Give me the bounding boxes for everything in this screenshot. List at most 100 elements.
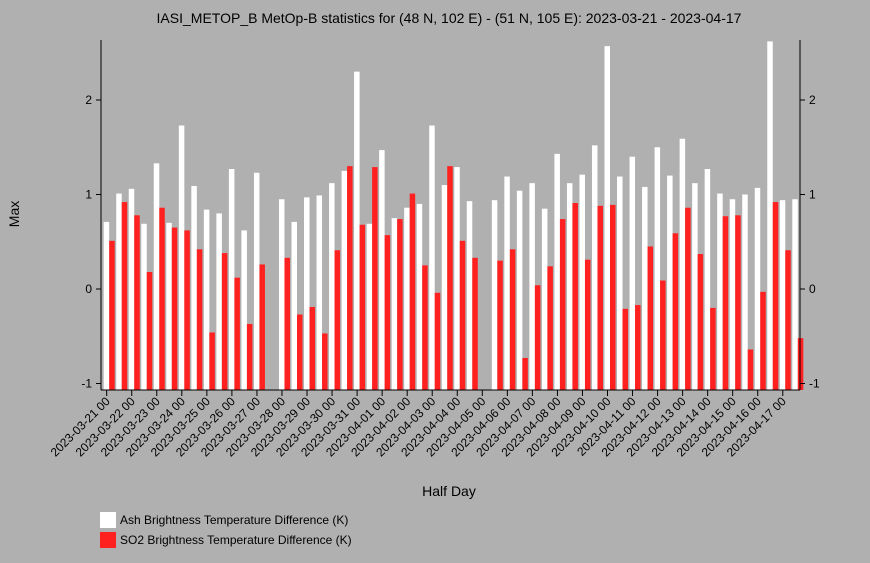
bar-so2-1 [121,202,128,390]
bar-so2-9 [221,253,228,390]
bar-so2-39 [597,205,603,390]
bar-so2-27 [447,166,453,390]
bar-so2-2 [134,215,140,390]
bar-ash-36 [554,153,560,390]
legend-label-ash: Ash Brightness Temperature Difference (K… [120,513,349,527]
bar-ash-0 [103,221,110,390]
bar-ash-31 [491,200,498,390]
bar-ash-44 [654,147,661,390]
bar-ash-42 [629,156,636,390]
bar-ash-22 [379,150,385,390]
bar-so2-53 [772,202,779,390]
bar-ash-12 [253,172,260,390]
bar-ash-26 [429,125,435,391]
bar-ash-1 [116,193,122,390]
bar-so2-36 [559,219,566,390]
bar-so2-38 [584,259,591,390]
bar-so2-8 [209,332,215,390]
bar-ash-48 [704,168,711,390]
bar-so2-43 [647,246,654,390]
bar-so2-31 [497,260,503,390]
bar-ash-39 [591,145,598,390]
y-axis-label: Max [6,201,22,227]
bar-so2-7 [196,249,203,390]
bar-ash-46 [679,138,686,390]
bar-ash-50 [729,199,736,390]
bar-ash-45 [667,175,673,390]
bar-so2-6 [184,230,190,390]
bar-ash-18 [329,183,335,390]
bar-so2-4 [159,207,165,390]
bar-so2-49 [722,216,729,390]
bar-ash-37 [566,183,573,390]
bar-ash-3 [141,223,147,390]
bar-so2-45 [672,233,679,390]
bar-so2-51 [747,349,754,390]
bar-so2-19 [347,166,353,390]
bar-ash-2 [128,188,135,390]
bar-ash-15 [291,221,297,390]
bar-ash-41 [617,176,623,390]
bar-so2-12 [259,264,265,390]
bar-so2-22 [384,235,391,390]
bar-so2-5 [171,227,178,390]
bar-so2-3 [146,271,153,390]
bar-so2-10 [234,277,240,390]
bar-so2-21 [372,167,378,390]
y-tick-label-right-0: -1 [809,377,820,391]
bar-ash-17 [316,195,323,390]
y-tick-label-right-3: 2 [809,93,816,107]
bar-ash-34 [529,183,535,390]
bar-so2-50 [735,215,741,390]
chart-title: IASI_METOP_B MetOp-B statistics for (48 … [157,10,742,26]
bar-ash-14 [278,199,285,390]
bar-ash-55 [792,199,798,390]
bar-ash-21 [366,223,373,390]
bar-ash-32 [504,176,510,390]
x-axis-label: Half Day [422,483,476,499]
legend-label-so2: SO2 Brightness Temperature Difference (K… [120,533,352,547]
bar-so2-44 [660,280,666,390]
bar-ash-49 [717,193,723,390]
bar-ash-10 [228,168,235,390]
legend-swatch-so2 [100,532,116,548]
bar-ash-33 [516,190,523,390]
bar-ash-6 [178,125,185,391]
bar-so2-46 [685,207,691,390]
bar-so2-48 [710,307,716,390]
bar-so2-26 [434,292,441,390]
bar-so2-52 [760,291,766,390]
bar-so2-24 [409,193,416,390]
bar-ash-4 [153,163,160,390]
bar-ash-23 [391,218,398,391]
legend-swatch-ash [100,512,116,528]
bar-ash-11 [241,230,247,390]
y-tick-label-left-2: 1 [85,188,92,202]
bar-ash-19 [341,170,348,391]
bar-so2-16 [309,306,316,390]
bar-ash-8 [203,209,210,390]
bar-ash-38 [579,174,585,390]
bar-ash-24 [404,207,410,390]
bars-group [103,41,804,391]
y-tick-label-left-3: 2 [85,93,92,107]
y-tick-label-left-1: 0 [85,282,92,296]
bar-ash-52 [754,187,761,390]
bar-ash-40 [604,46,610,391]
bar-so2-41 [622,308,629,390]
legend-item-so2: SO2 Brightness Temperature Difference (K… [100,532,352,548]
bar-so2-17 [322,333,328,390]
bar-ash-7 [191,186,197,390]
y-tick-label-right-2: 1 [809,188,816,202]
y-tick-label-right-1: 0 [809,282,816,296]
bar-so2-11 [246,323,253,390]
bar-so2-47 [697,254,704,390]
bar-ash-51 [742,194,748,390]
bar-so2-35 [547,266,553,390]
bar-ash-54 [779,200,786,390]
bar-so2-32 [509,249,516,390]
bar-ash-47 [692,183,698,390]
bar-so2-20 [359,224,366,390]
bar-so2-14 [284,257,290,390]
